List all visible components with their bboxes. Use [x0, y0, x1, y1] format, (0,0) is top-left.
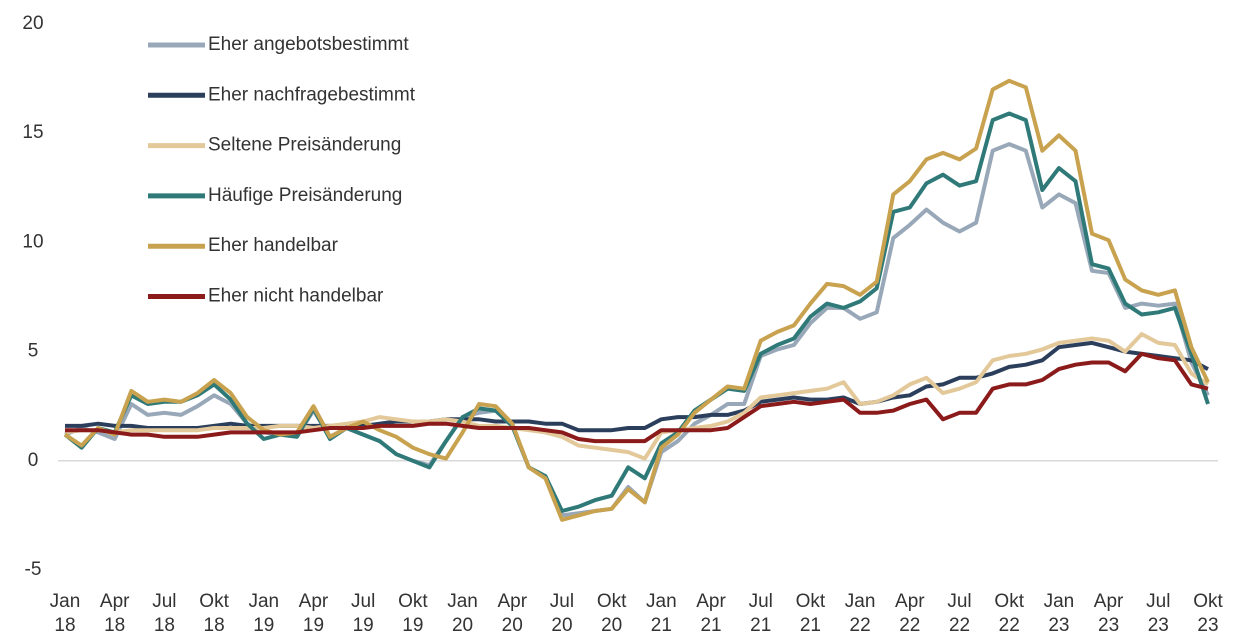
series-line — [65, 340, 1209, 433]
series-line — [64, 332, 1210, 461]
x-tick-label: Jul 22 — [947, 591, 972, 636]
x-tick-label: Apr 21 — [696, 591, 726, 636]
x-tick-label: Okt 22 — [994, 591, 1024, 636]
series-line — [63, 111, 1210, 513]
legend-label: Seltene Preisänderung — [208, 135, 401, 156]
legend-label: Häufige Preisänderung — [208, 185, 402, 206]
x-tick-label: Jan 23 — [1043, 591, 1075, 636]
x-tick-label: Jan 21 — [646, 591, 677, 636]
x-tick-label: Okt 20 — [596, 591, 627, 636]
x-tick-label: Okt 19 — [398, 591, 428, 636]
x-tick-label: Apr 23 — [1093, 591, 1124, 636]
x-tick-label: Jul 20 — [549, 591, 575, 636]
legend-label: Eher angebotsbestimmt — [208, 34, 409, 55]
legend-label: Eher nicht handelbar — [208, 286, 384, 307]
x-tick-label: Apr 22 — [895, 591, 925, 636]
legend-label: Eher handelbar — [208, 235, 339, 256]
series-line — [63, 78, 1210, 522]
y-tick-label: 5 — [28, 341, 39, 362]
x-tick-label: Jul 19 — [351, 591, 376, 636]
series-line — [65, 351, 1209, 444]
x-tick-label: Jan 19 — [248, 591, 280, 636]
y-tick-label: 15 — [22, 122, 43, 143]
x-tick-label: Apr 19 — [298, 591, 329, 636]
x-tick-label: Okt 23 — [1193, 591, 1223, 636]
y-tick-label: 0 — [28, 450, 39, 471]
x-tick-label: Jul 18 — [152, 591, 177, 636]
x-tick-label: Apr 20 — [497, 591, 528, 636]
x-tick-label: Jan 20 — [447, 591, 478, 636]
x-tick-label: Jan 22 — [844, 591, 876, 636]
x-tick-label: Okt 21 — [795, 591, 826, 636]
y-tick-label: 10 — [22, 231, 43, 252]
legend-label: Eher nachfragebestimmt — [208, 84, 416, 105]
x-tick-label: Apr 18 — [99, 591, 130, 636]
y-tick-label: -5 — [25, 559, 42, 580]
x-tick-label: Jul 23 — [1146, 591, 1171, 636]
x-tick-label: Jul 21 — [748, 591, 773, 636]
y-tick-label: 20 — [22, 13, 43, 34]
x-tick-label: Jan 18 — [49, 591, 81, 636]
x-tick-label: Okt 18 — [199, 591, 229, 636]
